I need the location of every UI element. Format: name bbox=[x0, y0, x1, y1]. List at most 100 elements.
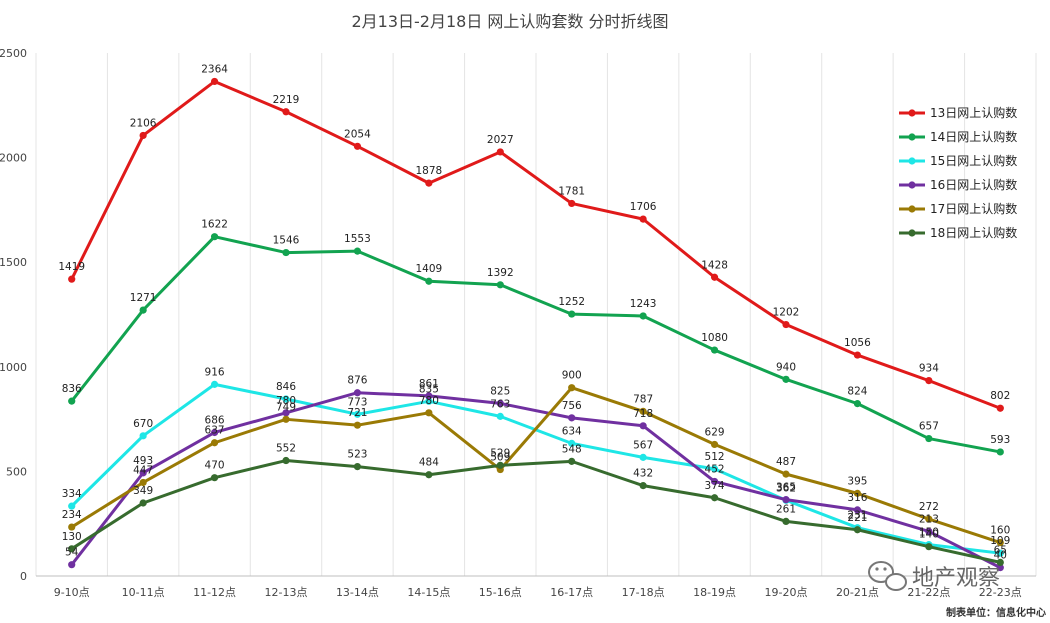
data-label: 876 bbox=[347, 375, 367, 387]
x-tick-label: 12-13点 bbox=[265, 586, 308, 599]
y-tick-label: 1000 bbox=[0, 361, 27, 374]
data-label: 452 bbox=[705, 463, 725, 475]
data-point bbox=[139, 131, 147, 140]
data-point bbox=[139, 499, 147, 507]
data-label: 493 bbox=[133, 455, 153, 467]
x-tick-label: 13-14点 bbox=[336, 586, 379, 599]
data-label: 940 bbox=[776, 361, 796, 373]
legend-marker bbox=[908, 157, 916, 165]
y-tick-label: 2500 bbox=[0, 47, 27, 60]
data-point bbox=[425, 392, 433, 400]
data-point bbox=[68, 545, 76, 553]
data-point bbox=[139, 469, 147, 477]
data-point bbox=[139, 306, 147, 314]
data-label: 65 bbox=[994, 544, 1007, 556]
data-label: 2219 bbox=[273, 94, 300, 106]
data-label: 349 bbox=[133, 485, 153, 497]
data-label: 835 bbox=[419, 383, 439, 395]
data-point bbox=[925, 543, 933, 551]
data-label: 40 bbox=[994, 550, 1007, 562]
data-point bbox=[496, 399, 504, 408]
x-tick-label: 16-17点 bbox=[550, 586, 593, 599]
data-point bbox=[925, 377, 933, 385]
data-point bbox=[710, 477, 719, 486]
data-point bbox=[568, 439, 576, 447]
data-label: 221 bbox=[847, 512, 867, 524]
data-label: 763 bbox=[490, 398, 510, 410]
legend-entry: 15日网上认购数 bbox=[930, 153, 1017, 168]
legend-entry: 14日网上认购数 bbox=[930, 129, 1017, 144]
data-label: 365 bbox=[776, 482, 796, 494]
data-label: 54 bbox=[65, 547, 79, 559]
data-point bbox=[996, 564, 1004, 572]
data-label: 395 bbox=[847, 475, 867, 487]
series-lines bbox=[68, 77, 1004, 572]
data-point bbox=[782, 496, 790, 504]
data-label: 802 bbox=[990, 390, 1010, 402]
data-label: 362 bbox=[776, 482, 796, 494]
x-tick-label: 19-20点 bbox=[765, 586, 808, 599]
axes: 0 500 1000 1500 2000 2500 9-10点 10-11点 11-12点 12-… bbox=[0, 47, 1036, 599]
data-label: 334 bbox=[62, 488, 82, 500]
data-point bbox=[996, 448, 1004, 456]
data-point bbox=[853, 351, 862, 359]
data-point bbox=[710, 273, 719, 281]
data-label: 272 bbox=[919, 501, 939, 513]
data-point bbox=[425, 471, 433, 479]
legend-marker bbox=[908, 109, 916, 117]
legend: 13日网上认购数 14日网上认购数 15日网上认购数 16日网上认购数 17日网上认购数… bbox=[899, 105, 1017, 240]
legend-marker bbox=[908, 229, 916, 237]
x-tick-label: 21-22点 bbox=[907, 586, 950, 599]
data-label: 150 bbox=[919, 527, 939, 539]
data-point bbox=[68, 523, 76, 531]
x-tick-label: 20-21点 bbox=[836, 586, 879, 599]
x-tick-label: 17-18点 bbox=[622, 586, 665, 599]
x-tick-label: 9-10点 bbox=[54, 586, 90, 599]
data-point bbox=[925, 434, 933, 443]
series-line-4 bbox=[70, 391, 1001, 569]
data-point bbox=[210, 233, 219, 241]
data-point bbox=[853, 400, 862, 408]
legend-marker bbox=[908, 205, 916, 213]
watermark: 地产观察 bbox=[868, 561, 1000, 591]
data-point bbox=[996, 404, 1004, 412]
data-label: 130 bbox=[62, 531, 82, 543]
y-tick-label: 1500 bbox=[0, 256, 27, 269]
x-tick-label: 14-15点 bbox=[407, 586, 450, 599]
data-label: 629 bbox=[705, 426, 725, 438]
data-label: 2054 bbox=[344, 128, 371, 140]
data-point bbox=[353, 247, 362, 255]
data-label: 487 bbox=[776, 456, 796, 468]
watermark-text: 地产观察 bbox=[912, 566, 1000, 591]
data-label: 1271 bbox=[130, 292, 157, 304]
data-label: 1622 bbox=[201, 219, 228, 231]
data-point bbox=[568, 414, 576, 422]
data-label: 1878 bbox=[415, 165, 442, 177]
y-tick-label: 500 bbox=[6, 465, 27, 478]
data-label: 825 bbox=[490, 385, 510, 397]
y-tick-label: 2000 bbox=[0, 152, 27, 165]
legend-entry: 18日网上认购数 bbox=[930, 225, 1017, 240]
data-point bbox=[639, 215, 647, 223]
x-tick-label: 15-16点 bbox=[479, 586, 522, 599]
data-point bbox=[710, 346, 719, 354]
data-point bbox=[996, 549, 1004, 557]
data-label: 780 bbox=[276, 395, 296, 407]
data-label: 2106 bbox=[130, 117, 157, 129]
data-label: 1392 bbox=[487, 267, 514, 279]
data-point bbox=[282, 108, 290, 116]
data-label: 657 bbox=[919, 421, 939, 433]
data-label: 824 bbox=[847, 386, 867, 398]
data-point bbox=[710, 465, 719, 473]
data-point bbox=[496, 281, 504, 289]
data-point bbox=[68, 397, 76, 405]
data-point bbox=[568, 310, 576, 318]
data-label: 512 bbox=[705, 451, 725, 463]
data-point bbox=[139, 478, 147, 487]
data-point bbox=[353, 142, 362, 150]
data-label: 836 bbox=[62, 383, 82, 395]
data-point bbox=[210, 380, 219, 388]
data-point bbox=[853, 489, 862, 497]
data-point bbox=[568, 457, 576, 465]
